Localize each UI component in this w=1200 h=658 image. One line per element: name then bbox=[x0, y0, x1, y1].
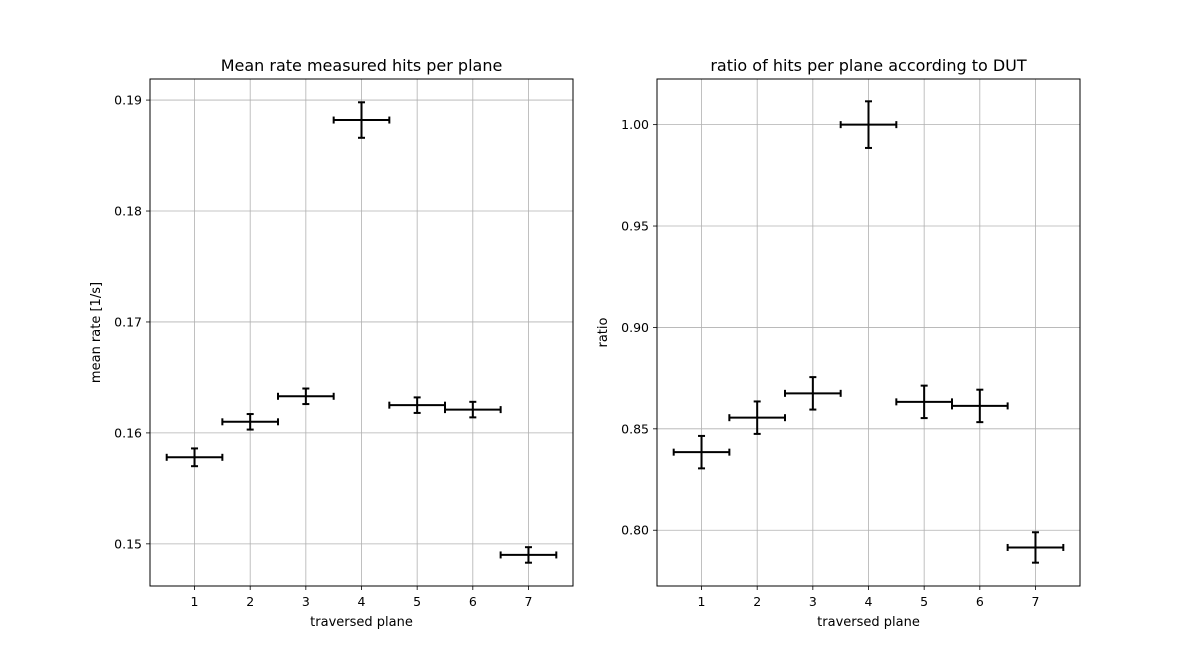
x-tick-label: 6 bbox=[976, 594, 984, 609]
y-tick-label: 0.19 bbox=[114, 93, 142, 108]
data-point bbox=[839, 100, 898, 149]
data-point bbox=[165, 447, 224, 468]
data-point bbox=[499, 546, 558, 564]
data-point bbox=[277, 387, 335, 406]
chart-title: Mean rate measured hits per plane bbox=[221, 56, 503, 75]
y-tick-label: 0.18 bbox=[114, 204, 142, 219]
data-point bbox=[672, 434, 731, 470]
y-tick-label: 0.95 bbox=[621, 219, 649, 234]
x-tick-label: 1 bbox=[191, 594, 199, 609]
y-tick-label: 0.85 bbox=[621, 421, 649, 436]
x-tick-label: 4 bbox=[865, 594, 873, 609]
x-tick-label: 5 bbox=[413, 594, 421, 609]
data-point bbox=[221, 413, 280, 431]
x-tick-label: 2 bbox=[246, 594, 254, 609]
y-axis-label: ratio bbox=[596, 317, 611, 347]
y-tick-label: 0.80 bbox=[621, 523, 649, 538]
chart-title: ratio of hits per plane according to DUT bbox=[710, 56, 1027, 75]
data-point bbox=[443, 400, 502, 419]
y-tick-label: 0.16 bbox=[114, 425, 142, 440]
x-tick-label: 7 bbox=[524, 594, 532, 609]
data-point bbox=[388, 396, 446, 414]
x-tick-label: 5 bbox=[920, 594, 928, 609]
y-tick-label: 0.17 bbox=[114, 314, 142, 329]
y-tick-label: 1.00 bbox=[621, 117, 649, 132]
x-tick-label: 3 bbox=[809, 594, 817, 609]
data-point bbox=[784, 376, 842, 411]
y-axis-label: mean rate [1/s] bbox=[89, 282, 104, 383]
x-axis-label: traversed plane bbox=[310, 615, 413, 630]
x-tick-label: 1 bbox=[698, 594, 706, 609]
x-tick-label: 4 bbox=[358, 594, 366, 609]
y-tick-label: 0.15 bbox=[114, 536, 142, 551]
chart-panel-1: 1 2 3 4 5 6 7 0.15 0.16 0.17 0.18 0.19 Mean rate mea… bbox=[89, 56, 574, 630]
x-tick-label: 2 bbox=[753, 594, 761, 609]
y-tick-label: 0.90 bbox=[621, 320, 649, 335]
axes-frame bbox=[656, 78, 1081, 587]
x-axis-label: traversed plane bbox=[817, 615, 920, 630]
axes-frame bbox=[149, 78, 574, 587]
data-point bbox=[950, 388, 1009, 424]
data-point bbox=[1006, 531, 1065, 564]
data-point bbox=[332, 101, 391, 139]
x-tick-label: 3 bbox=[302, 594, 310, 609]
x-tick-label: 6 bbox=[469, 594, 477, 609]
data-point bbox=[728, 400, 787, 435]
data-point bbox=[895, 384, 953, 420]
chart-panel-2: 1 2 3 4 5 6 7 0.80 0.85 0.90 0.95 1.00 ratio of hits… bbox=[596, 56, 1081, 630]
x-tick-label: 7 bbox=[1031, 594, 1039, 609]
